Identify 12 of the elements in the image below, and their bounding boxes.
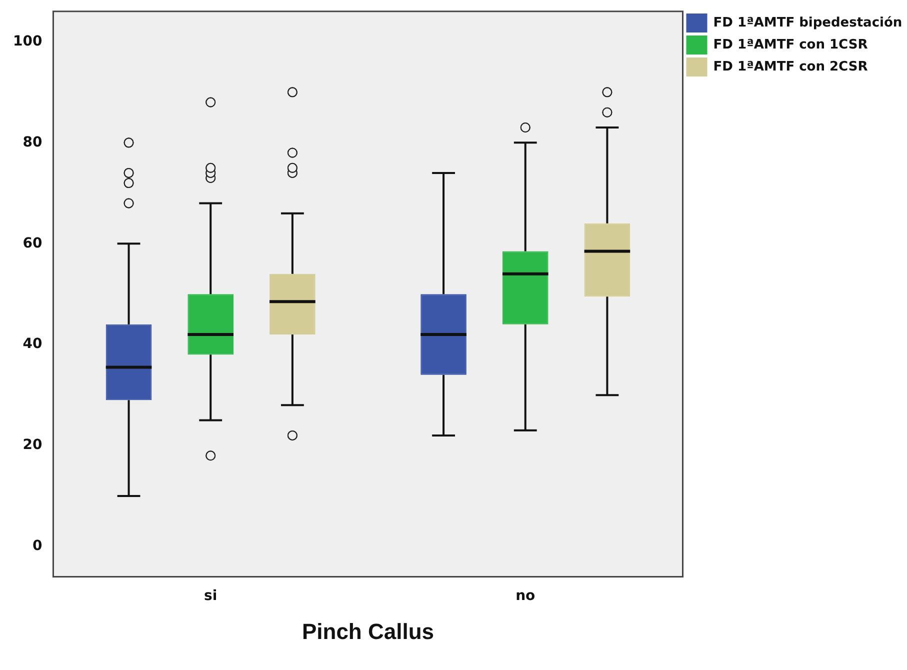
y-tick-label: 100 [12,33,42,50]
x-axis-title: Pinch Callus [302,618,434,644]
legend-label: FD 1ªAMTF con 1CSR [713,37,868,52]
y-tick-label: 20 [22,437,42,454]
x-tick-label: si [204,588,218,604]
x-tick-label: no [516,588,536,604]
legend-label: FD 1ªAMTF bipedestación [713,15,902,30]
y-tick-label: 40 [22,336,42,352]
y-tick-label: 60 [22,235,42,252]
legend-label: FD 1ªAMTF con 2CSR [713,59,868,74]
y-tick-label: 0 [32,538,42,554]
y-tick-label: 80 [22,134,42,150]
